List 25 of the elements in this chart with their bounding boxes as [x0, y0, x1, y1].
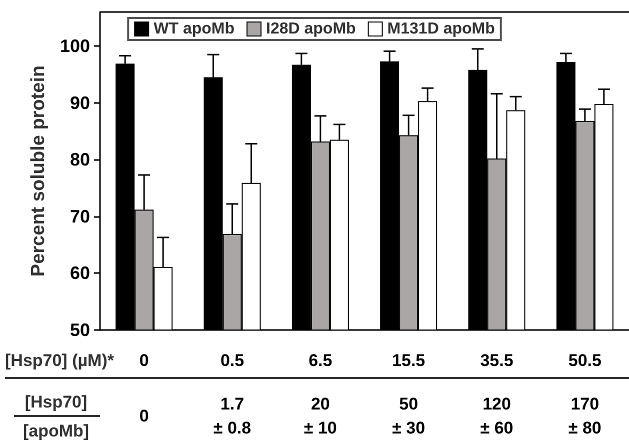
x-tick-label: 50.5: [568, 351, 602, 370]
y-tick-label: 60: [70, 263, 90, 284]
y-axis-title: Percent soluble protein: [28, 65, 49, 277]
text: 0: [139, 406, 149, 426]
y-tick-label: 90: [70, 92, 90, 113]
legend-label: I28D apoMb: [266, 20, 356, 38]
text: [Hsp70]: [24, 392, 88, 412]
x-axis-title: [Hsp70] (µM)*: [5, 351, 114, 370]
text: [apoMb]: [22, 422, 90, 440]
y-tick-label: 50: [70, 320, 90, 340]
x-tick-label: 35.5: [480, 351, 514, 370]
y-tick-label: 100: [60, 36, 90, 56]
legend-label: WT apoMb: [154, 20, 235, 38]
legend-label: M131D apoMb: [387, 20, 496, 38]
text: 120 ± 60: [480, 394, 514, 438]
text: 170 ± 80: [568, 394, 602, 438]
text: 1.7 ± 0.8: [213, 394, 252, 438]
x-tick-label: 0.5: [220, 351, 244, 370]
y-tick-label: 70: [70, 206, 90, 226]
y-tick-label: 80: [70, 150, 90, 170]
x-tick-label: 6.5: [308, 351, 332, 370]
text: 50 ± 30: [392, 394, 426, 438]
text: 20 ± 10: [304, 394, 337, 438]
x-tick-label: 0: [139, 351, 149, 370]
x-tick-label: 15.5: [392, 351, 426, 370]
